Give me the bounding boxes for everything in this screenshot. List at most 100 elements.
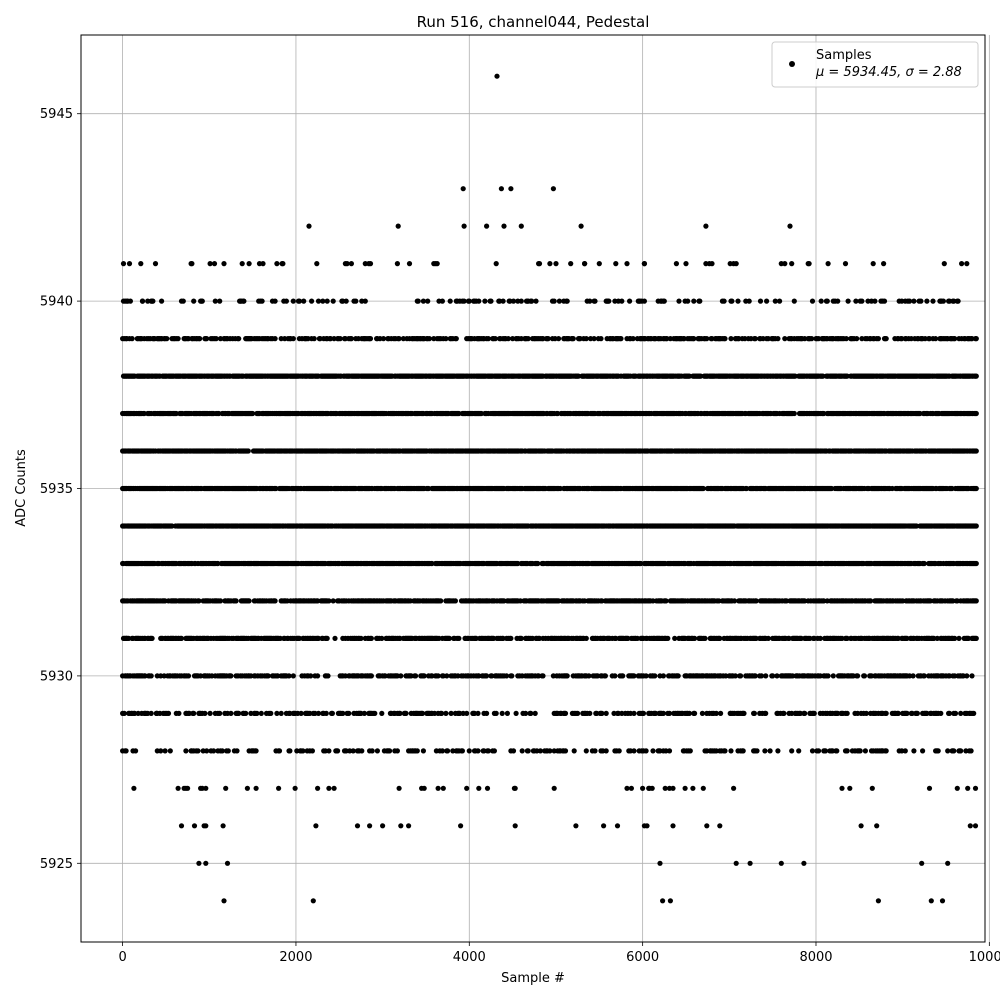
data-point (631, 710, 637, 717)
data-point (452, 598, 458, 604)
data-point (286, 673, 292, 679)
data-point (300, 748, 306, 754)
data-point (491, 748, 497, 754)
data-point (225, 748, 231, 754)
data-point (419, 710, 426, 717)
data-point (131, 785, 137, 791)
data-point (493, 710, 499, 717)
data-point (509, 673, 515, 679)
data-point (335, 748, 341, 754)
data-point (178, 635, 185, 642)
data-point (603, 748, 609, 754)
data-point (895, 710, 901, 717)
data-point (631, 673, 637, 679)
data-point (456, 635, 462, 642)
data-point (440, 785, 446, 791)
data-point (692, 710, 698, 717)
data-point (844, 748, 850, 754)
data-point (331, 785, 337, 791)
data-point (223, 785, 229, 791)
data-point (444, 673, 450, 679)
data-point (640, 785, 646, 791)
data-point (869, 785, 875, 791)
data-points (120, 73, 979, 904)
data-point (802, 710, 808, 717)
data-point (762, 748, 768, 754)
data-point (243, 710, 249, 717)
data-point (682, 785, 688, 791)
data-point (167, 748, 173, 754)
data-point (464, 785, 470, 791)
data-point (258, 710, 264, 717)
data-point (185, 785, 191, 791)
data-point (951, 748, 957, 754)
data-point (236, 710, 242, 717)
data-point (315, 673, 321, 679)
data-point (276, 748, 283, 754)
data-point (911, 748, 917, 754)
data-point (484, 710, 490, 717)
data-point (219, 748, 225, 754)
data-point (185, 673, 192, 679)
data-point (379, 635, 385, 642)
data-point (278, 710, 284, 717)
data-point (265, 673, 271, 679)
data-point (217, 598, 224, 604)
data-point (354, 823, 361, 829)
data-point (926, 785, 933, 791)
data-point (825, 673, 831, 679)
data-point (196, 598, 202, 604)
data-point (938, 710, 944, 717)
data-point (969, 673, 975, 679)
data-point (660, 710, 667, 717)
data-point (965, 785, 971, 791)
data-point (228, 673, 234, 679)
data-point (358, 635, 364, 642)
data-point (763, 673, 769, 679)
data-point (519, 748, 525, 754)
data-point (945, 748, 951, 754)
data-point (573, 823, 579, 829)
data-point (379, 710, 385, 717)
data-point (839, 785, 845, 791)
data-point (394, 748, 400, 754)
data-point (587, 710, 593, 717)
data-point (121, 710, 127, 717)
data-point (592, 748, 598, 754)
data-point (207, 710, 213, 717)
data-point (861, 673, 868, 679)
data-point (692, 635, 698, 642)
data-point (540, 673, 546, 679)
data-point (484, 785, 491, 791)
data-point (586, 673, 592, 679)
data-point (602, 673, 609, 679)
data-point (298, 710, 304, 717)
data-point (811, 710, 817, 717)
data-point (323, 710, 329, 717)
data-point (738, 673, 744, 679)
data-point (329, 710, 335, 717)
data-point (510, 748, 517, 754)
data-point (359, 748, 365, 754)
data-point (660, 673, 667, 679)
data-point (326, 748, 332, 754)
data-point (368, 673, 374, 679)
data-point (191, 710, 197, 717)
data-point (326, 598, 332, 604)
data-point (325, 673, 331, 679)
data-point (274, 710, 280, 717)
data-point (844, 710, 850, 717)
data-point (575, 710, 581, 717)
data-point (254, 710, 260, 717)
data-point (973, 635, 979, 642)
data-point (958, 710, 964, 717)
data-point (935, 748, 941, 754)
data-point (753, 598, 759, 604)
data-point (374, 748, 380, 754)
data-point (599, 710, 605, 717)
data-point (253, 748, 259, 754)
data-point (954, 785, 960, 791)
data-point (910, 673, 916, 679)
